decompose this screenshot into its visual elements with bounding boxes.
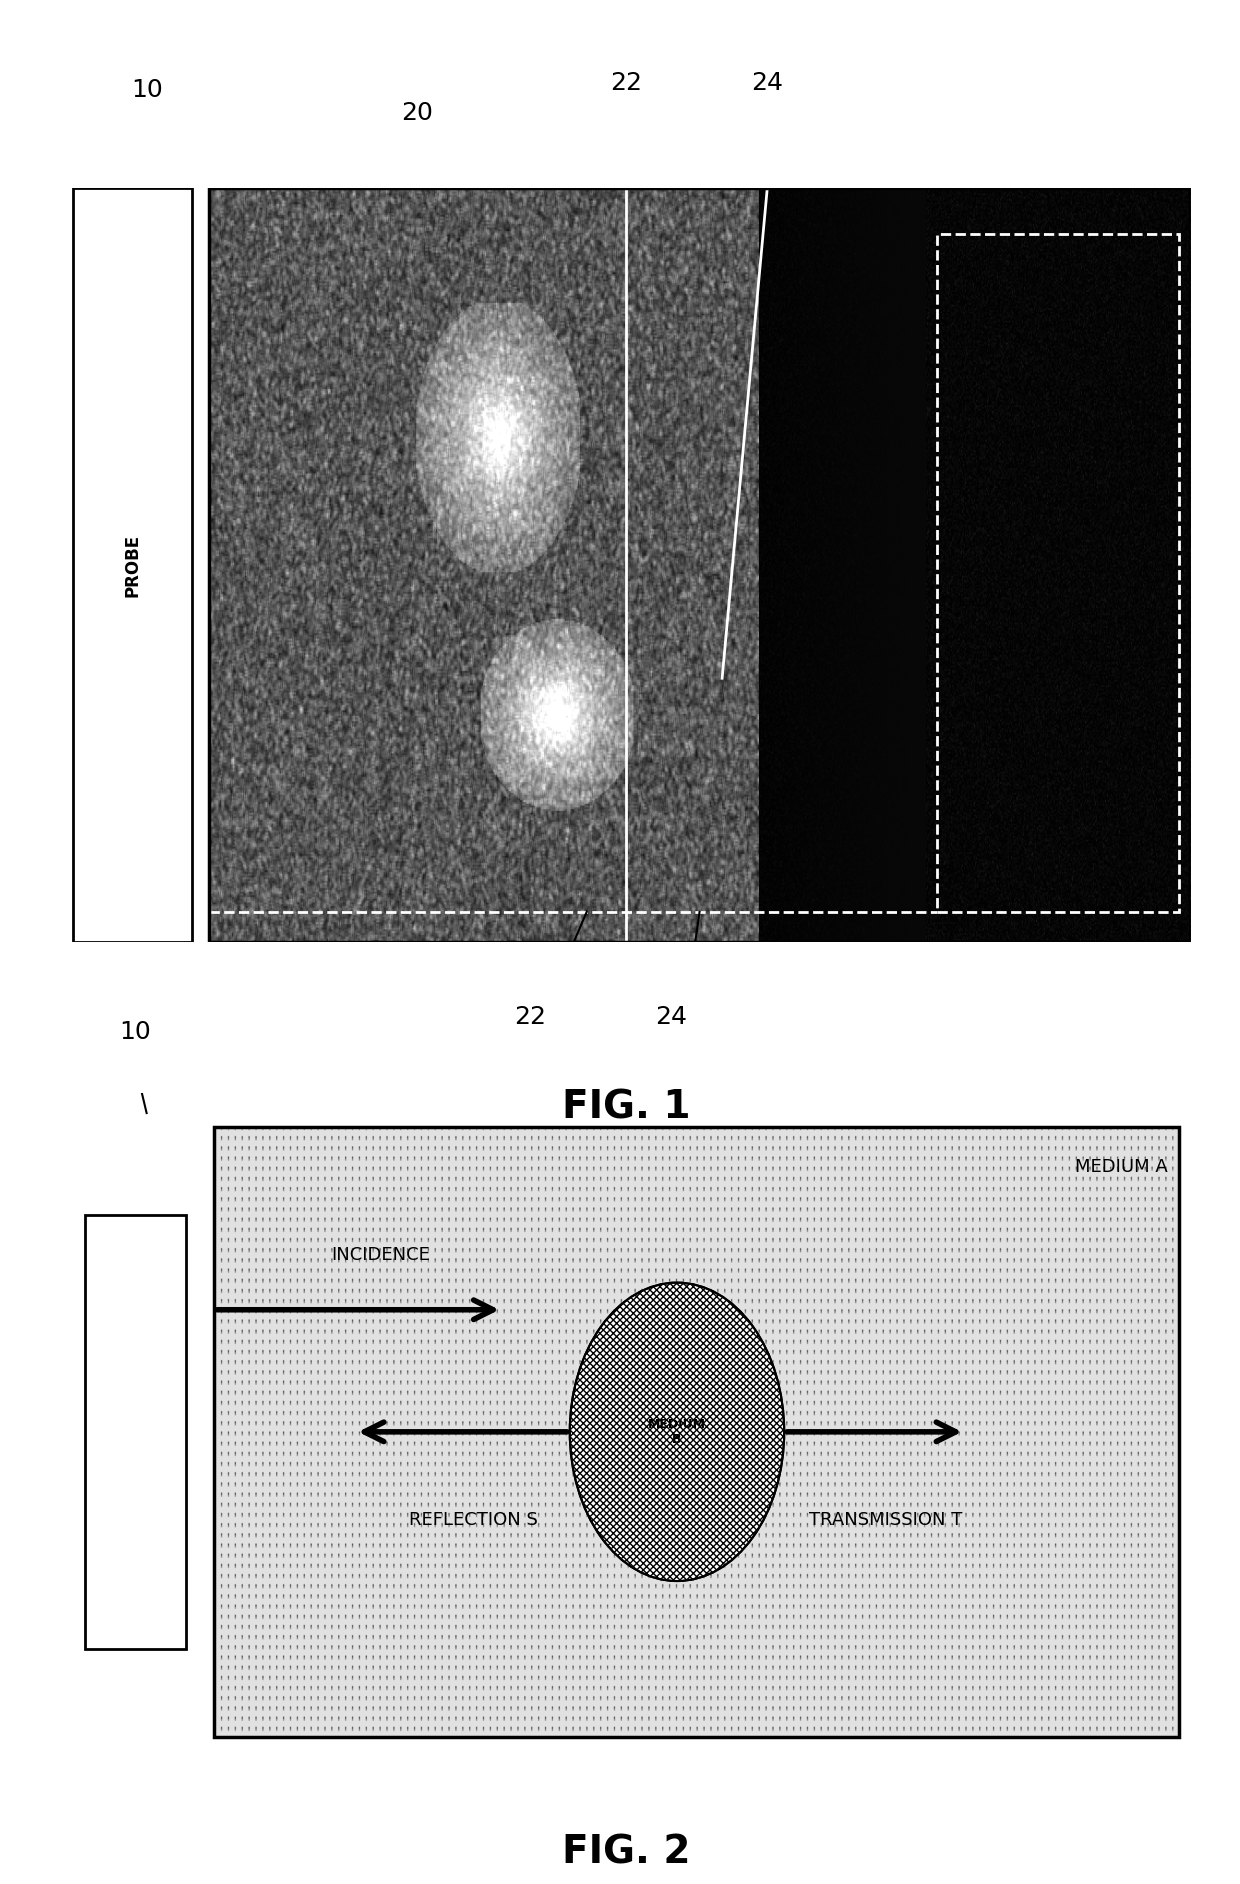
Ellipse shape — [570, 1283, 784, 1581]
Text: 10: 10 — [119, 1019, 151, 1044]
Text: MEDIUM A: MEDIUM A — [1075, 1159, 1168, 1176]
Text: 22: 22 — [610, 72, 642, 94]
Text: 24: 24 — [655, 1006, 687, 1029]
Bar — [84, 1215, 186, 1648]
Bar — [215, 1127, 1179, 1737]
Text: REFLECTION S: REFLECTION S — [409, 1511, 538, 1530]
Text: 22: 22 — [515, 1006, 547, 1029]
Text: FIG. 2: FIG. 2 — [562, 1833, 691, 1871]
Text: TRANSMISSION T: TRANSMISSION T — [808, 1511, 962, 1530]
Text: MEDIUM
B: MEDIUM B — [649, 1419, 706, 1445]
Bar — [936, 234, 1179, 912]
Bar — [208, 188, 1190, 942]
Text: INCIDENCE: INCIDENCE — [331, 1247, 430, 1264]
Text: 24: 24 — [751, 72, 784, 94]
Text: 10: 10 — [130, 79, 162, 102]
Text: 20: 20 — [402, 102, 434, 124]
Bar — [73, 188, 192, 942]
Text: FIG. 1: FIG. 1 — [562, 1089, 691, 1127]
Text: PROBE: PROBE — [124, 533, 141, 597]
